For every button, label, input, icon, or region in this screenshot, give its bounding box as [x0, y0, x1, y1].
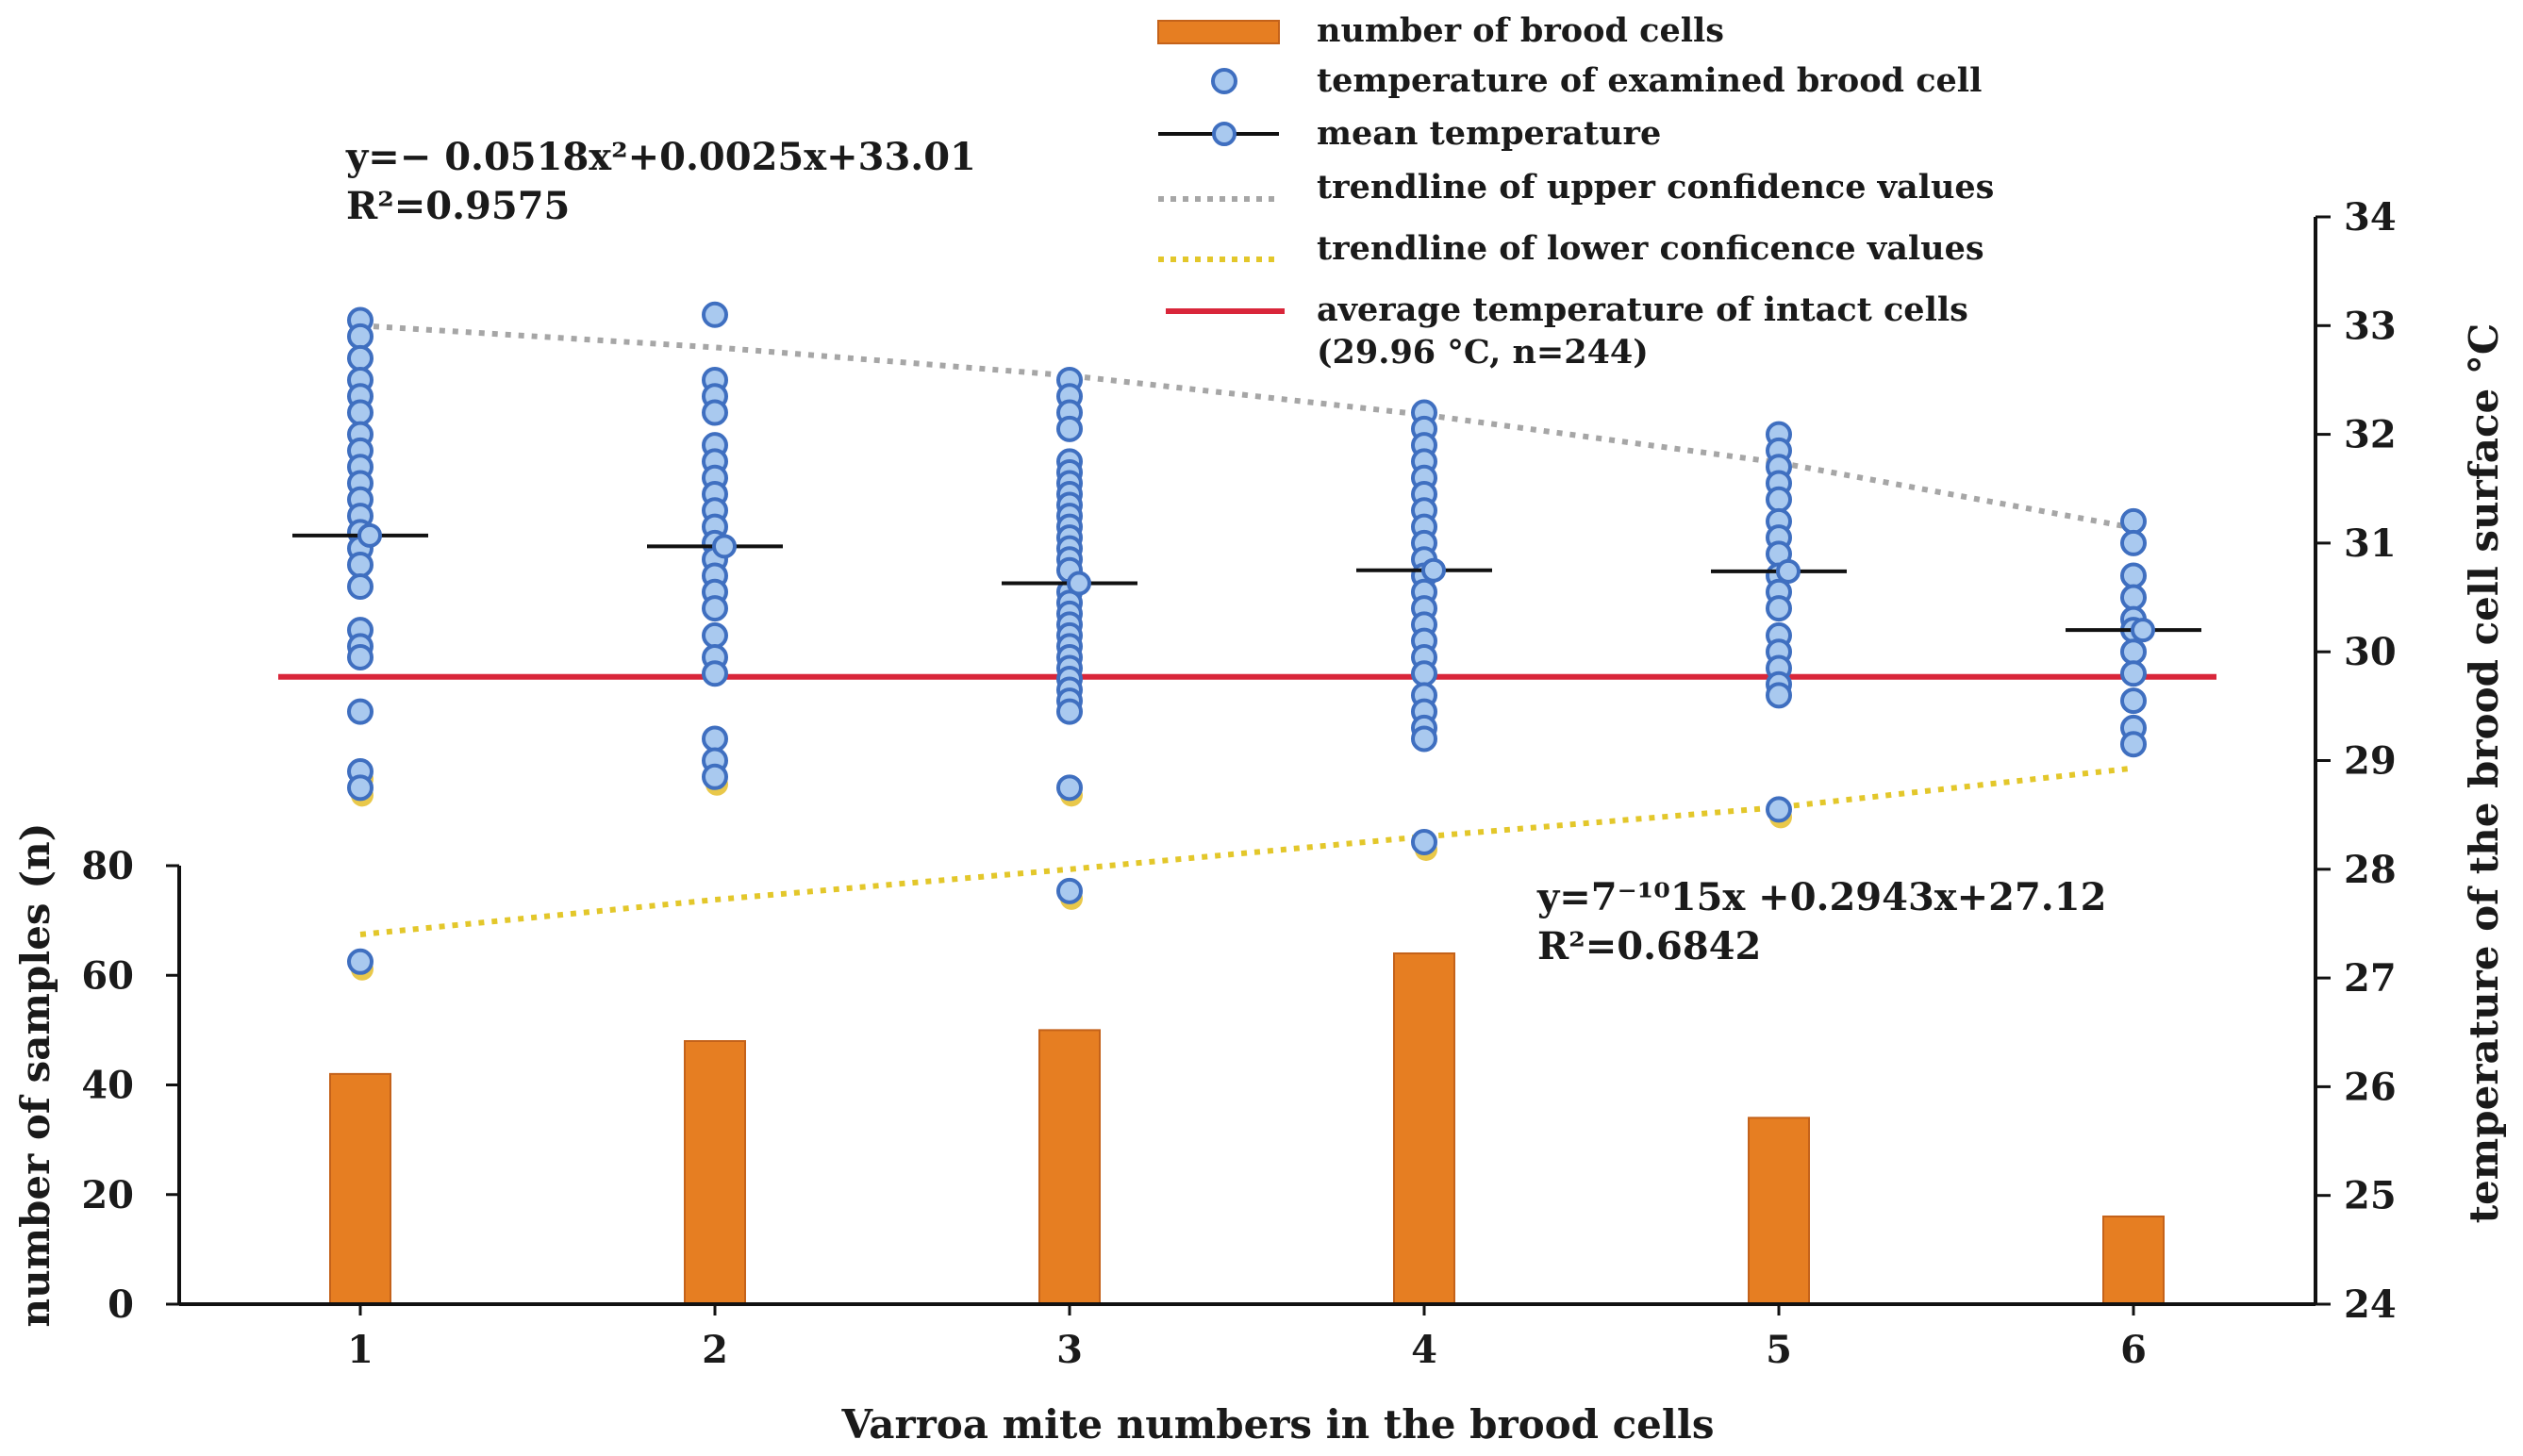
temperature-point-2-17: [702, 660, 728, 687]
temperature-point-1-5: [347, 399, 373, 426]
y-right-tick-label-32: 32: [2344, 413, 2397, 457]
temperature-point-2-3: [702, 399, 728, 426]
legend-label-bar: number of brood cells: [1317, 11, 1724, 50]
x-tick-label-3: 3: [1056, 1328, 1083, 1372]
y-right-tick-label-24: 24: [2344, 1282, 2397, 1327]
temperature-point-3-27: [1056, 774, 1083, 802]
temperature-point-2-0: [702, 301, 728, 328]
temperature-point-1-19: [347, 698, 373, 725]
y-left-tick-label-80: 80: [81, 844, 134, 888]
temperature-point-2-18: [702, 725, 728, 753]
temperature-point-2-20: [702, 763, 728, 790]
upper-equation: y=− 0.0518x²+0.0025x+33.01: [345, 135, 976, 179]
legend-label-red-line: average temperature of intact cells: [1317, 290, 1968, 329]
lower-equation: y=7⁻¹⁰15x +0.2943x+27.12: [1536, 875, 2106, 919]
x-tick-label-5: 5: [1766, 1328, 1792, 1372]
legend-label-red-line-detail: (29.96 °C, n=244): [1317, 333, 1649, 372]
y-right-tick-label-33: 33: [2344, 304, 2397, 348]
x-tick-label-1: 1: [347, 1328, 373, 1372]
temperature-point-1-1: [347, 323, 373, 350]
temperature-point-3-26: [1056, 698, 1083, 725]
temperature-point-6-0: [2120, 507, 2147, 535]
bar-series: [329, 952, 2165, 1305]
legend-label-upper-trend: trendline of upper confidence values: [1317, 168, 1994, 207]
y-axis-right-title: temperature of the brood cell surface °C: [2461, 323, 2507, 1224]
temperature-point-1-2: [347, 344, 373, 372]
y-right-tick-label-27: 27: [2344, 956, 2397, 1001]
mean-marker-4: [1421, 557, 1446, 583]
upper-confidence-trendline: [359, 323, 2134, 531]
temperature-point-6-7: [2120, 660, 2147, 687]
temperature-point-6-3: [2120, 584, 2147, 611]
y-left-tick-label-60: 60: [81, 953, 134, 998]
temperature-point-5-10: [1766, 595, 1792, 622]
y-left-tick-label-40: 40: [81, 1064, 134, 1108]
temperature-point-4-16: [1411, 660, 1437, 687]
axes: [166, 215, 2331, 1315]
temperature-point-1-14: [347, 551, 373, 578]
legend-label-mean: mean temperature: [1317, 114, 1661, 153]
bar-2: [684, 1040, 746, 1305]
mean-marker-2: [712, 534, 737, 559]
y-right-tick-label-30: 30: [2344, 630, 2397, 674]
y-axis-left-title: number of samples (n): [12, 823, 58, 1328]
legend-label-point: temperature of examined brood cell: [1317, 61, 1982, 100]
legend-swatch-mean-marker: [1212, 122, 1237, 146]
y-right-tick-label-26: 26: [2344, 1065, 2397, 1109]
temperature-point-5-16: [1766, 796, 1792, 823]
temperature-point-3-28: [1056, 877, 1083, 904]
temperature-point-5-4: [1766, 486, 1792, 513]
legend-label-lower-trend: trendline of lower conficence values: [1317, 229, 1984, 268]
lower-r-squared: R²=0.6842: [1537, 924, 1761, 968]
temperature-point-1-15: [347, 573, 373, 601]
legend-swatch-point: [1211, 68, 1237, 94]
bar-4: [1393, 952, 1455, 1305]
y-right-tick-label-34: 34: [2344, 195, 2397, 240]
bar-3: [1038, 1029, 1101, 1305]
temperature-point-4-20: [1411, 725, 1437, 753]
temperature-point-2-14: [702, 595, 728, 622]
lower-confidence-trendline: [359, 765, 2134, 937]
x-tick-label-4: 4: [1411, 1328, 1437, 1372]
temperature-point-2-15: [702, 621, 728, 649]
legend: number of brood cells temperature of exa…: [1157, 11, 1994, 372]
mean-marker-3: [1067, 571, 1091, 596]
temperature-point-3-3: [1056, 415, 1083, 442]
mean-marker-6: [2131, 618, 2155, 643]
x-tick-label-6: 6: [2120, 1328, 2147, 1372]
y-right-tick-label-25: 25: [2344, 1174, 2397, 1218]
temperature-point-1-22: [347, 948, 373, 975]
bar-6: [2102, 1216, 2165, 1305]
bar-5: [1748, 1117, 1810, 1305]
temperature-point-1-18: [347, 643, 373, 670]
temperature-point-6-6: [2120, 638, 2147, 666]
mean-marker-5: [1776, 558, 1801, 584]
y-left-tick-label-0: 0: [108, 1282, 134, 1327]
x-axis-title: Varroa mite numbers in the brood cells: [841, 1401, 1715, 1448]
mean-marker-1: [357, 522, 382, 548]
bar-1: [329, 1072, 391, 1305]
temperature-point-6-10: [2120, 731, 2147, 758]
x-tick-label-2: 2: [702, 1328, 728, 1372]
temperature-point-4-21: [1411, 828, 1437, 855]
legend-swatch-bar: [1157, 20, 1280, 44]
y-right-tick-label-31: 31: [2344, 521, 2397, 566]
trendlines: [359, 323, 2134, 937]
temperature-point-6-1: [2120, 529, 2147, 556]
temperature-point-6-8: [2120, 687, 2147, 715]
temperature-points: [347, 301, 2147, 981]
upper-r-squared: R²=0.9575: [346, 184, 570, 228]
temperature-point-5-15: [1766, 682, 1792, 709]
y-right-tick-label-29: 29: [2344, 739, 2397, 784]
temperature-point-1-21: [347, 774, 373, 802]
y-right-tick-label-28: 28: [2344, 848, 2397, 892]
temperature-point-6-2: [2120, 562, 2147, 589]
mean-markers: [292, 522, 2201, 643]
y-left-tick-label-20: 20: [81, 1173, 134, 1217]
